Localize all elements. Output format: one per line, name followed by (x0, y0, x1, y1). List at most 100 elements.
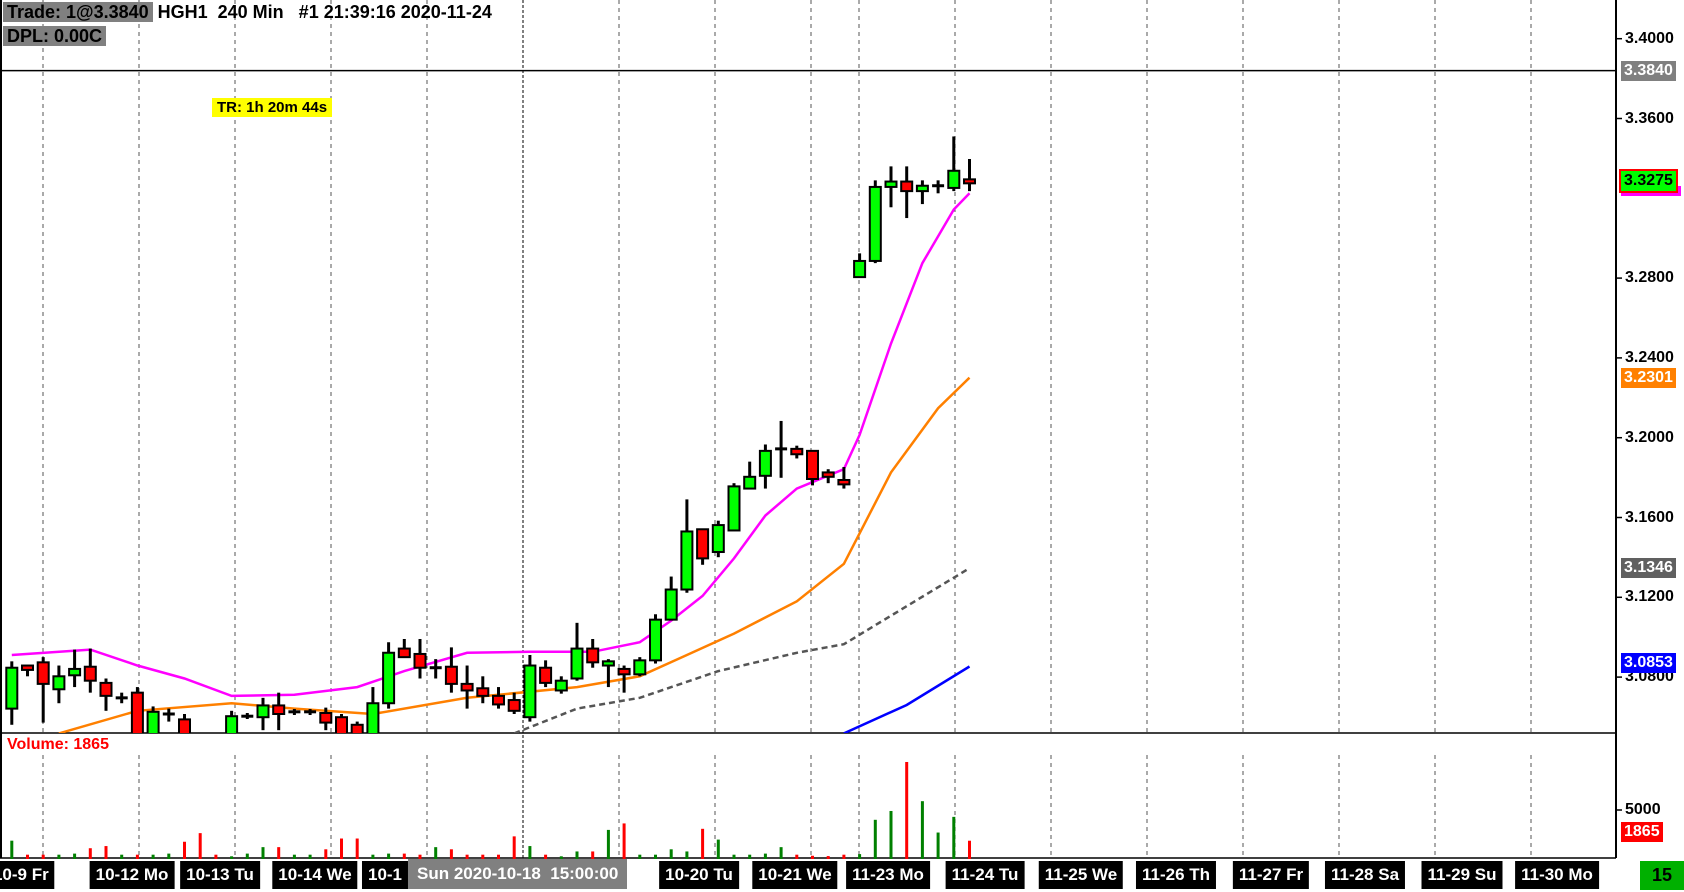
date-axis-label: 11-24 Tu (945, 861, 1025, 889)
price-label-last: 3.3275 (1619, 169, 1678, 194)
candle (350, 721, 364, 733)
candle (99, 678, 113, 711)
candle-body (68, 667, 82, 677)
candle (601, 659, 615, 688)
volume-bar (795, 854, 799, 859)
trade-info: Trade: 1@3.3840 (3, 2, 153, 22)
candle (743, 461, 757, 490)
price-tick-label: 3.2000 (1625, 428, 1674, 446)
candle (397, 638, 411, 659)
volume-bar (214, 854, 218, 859)
candle (711, 520, 725, 558)
candle-body (790, 447, 804, 456)
candle-body (680, 530, 694, 591)
candle-body (539, 666, 553, 684)
candle (178, 714, 191, 733)
candle-body (617, 667, 631, 676)
volume-bar (842, 854, 846, 859)
volume-bar (889, 810, 893, 859)
candle (570, 622, 584, 681)
volume-bar (355, 838, 359, 859)
ma-magenta-price-label (1621, 186, 1681, 197)
candle-body (523, 664, 537, 719)
price-label-ma-gray: 3.1346 (1621, 558, 1676, 579)
candle (476, 676, 490, 704)
candle-body (963, 178, 976, 185)
volume-tick-label: 5000 (1625, 801, 1661, 818)
candle (868, 180, 882, 264)
candle (932, 180, 945, 194)
candle-body (413, 652, 427, 669)
candle-body (178, 718, 191, 733)
candle (429, 659, 442, 679)
candle-body (601, 660, 615, 667)
date-axis-label: -10-9 Fr (0, 861, 55, 889)
price-tick-label: 3.2400 (1625, 348, 1674, 366)
candle-body (554, 679, 568, 692)
price-tick-label: 3.4000 (1625, 29, 1674, 47)
volume-bar (968, 840, 971, 859)
candle (5, 661, 19, 725)
volume-bar (779, 847, 783, 859)
candle-body (727, 485, 741, 532)
date-axis-label: 11-25 We (1038, 861, 1124, 889)
candle (915, 180, 929, 205)
volume-bar (606, 829, 610, 859)
candle-body (806, 449, 819, 480)
volume-bar (559, 856, 563, 859)
candle-body (272, 704, 286, 716)
volume-bar (434, 847, 438, 859)
candle (288, 709, 301, 716)
candle-body (586, 647, 600, 664)
candle-body (837, 478, 851, 486)
candle (696, 528, 710, 565)
volume-bar (465, 854, 469, 859)
candle-body (711, 524, 725, 554)
volume-bar (905, 761, 909, 859)
volume-bar (261, 847, 265, 859)
candle-body (5, 666, 19, 710)
volume-bar (512, 836, 516, 859)
time-remaining-badge: TR: 1h 20m 44s (212, 98, 333, 117)
moving-averages (11, 192, 971, 733)
candle (146, 706, 160, 733)
candle (837, 467, 851, 489)
candle (366, 687, 380, 733)
volume-bar (308, 854, 312, 859)
candle-body (319, 712, 333, 724)
volume-bar (497, 854, 500, 859)
symbol-info: HGH1 240 Min #1 21:39:16 2020-11-24 (152, 2, 492, 22)
candle (256, 697, 270, 731)
candle (210, 745, 221, 761)
candle (272, 692, 286, 731)
volume-bar (371, 854, 375, 859)
candle-body (350, 723, 364, 733)
price-tick-label: 3.1600 (1625, 508, 1674, 526)
candle-body (664, 588, 678, 621)
candle (21, 664, 34, 677)
axis-ticks (1616, 37, 1622, 811)
price-label-ma-blue: 3.0853 (1621, 652, 1676, 673)
candle-body (696, 528, 710, 560)
volume-bar (858, 854, 862, 859)
volume-bar (638, 854, 642, 859)
volume-bar (230, 856, 234, 859)
candle-body (476, 687, 490, 697)
volume-bar (104, 846, 108, 859)
volume-bar (748, 854, 752, 859)
candle-body (821, 471, 835, 478)
volume-bar (151, 854, 155, 859)
volume-bar (544, 854, 548, 859)
date-axis-label: 10-20 Tu (659, 861, 739, 889)
candle (241, 713, 254, 719)
candle (83, 648, 97, 693)
candle-body (507, 699, 521, 712)
volume-bar (936, 832, 940, 859)
candle-body (52, 675, 66, 691)
corner-badge: 15 (1640, 861, 1684, 890)
volume-bar (826, 856, 830, 859)
candle-body (884, 180, 898, 188)
date-axis-label: 10-1 (361, 861, 409, 889)
volume-bar (873, 819, 877, 859)
